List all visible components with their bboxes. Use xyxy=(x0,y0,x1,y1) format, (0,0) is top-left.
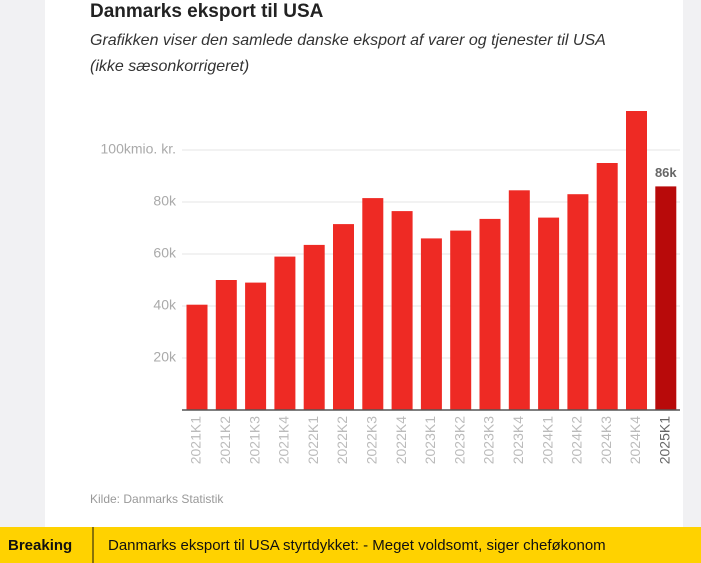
bar xyxy=(274,256,296,410)
bar xyxy=(303,244,325,410)
x-tick-label: 2023K3 xyxy=(481,416,497,464)
x-tick-label: 2024K1 xyxy=(539,416,555,464)
x-tick-label: 2022K3 xyxy=(364,416,380,464)
x-tick-label: 2023K4 xyxy=(510,416,526,464)
bar xyxy=(655,186,677,410)
x-tick-label: 2021K4 xyxy=(276,416,292,464)
bar xyxy=(479,218,501,410)
y-tick-label: 60k xyxy=(153,245,177,261)
breaking-headline[interactable]: Danmarks eksport til USA styrtdykket: - … xyxy=(108,537,606,554)
bar xyxy=(508,190,530,410)
subtitle: (ikke sæsonkorrigeret) xyxy=(90,58,249,75)
x-tick-label: 2024K4 xyxy=(627,416,643,464)
x-tick-label: 2023K2 xyxy=(451,416,467,464)
y-tick-label: 20k xyxy=(153,349,177,365)
bar xyxy=(567,194,589,410)
x-tick-label: 2022K2 xyxy=(334,416,350,464)
bar xyxy=(362,198,384,410)
bar xyxy=(391,211,413,410)
x-tick-label: 2022K4 xyxy=(393,416,409,464)
x-tick-label: 2021K2 xyxy=(217,416,233,464)
left-strip xyxy=(0,0,45,527)
x-tick-label: 2021K3 xyxy=(246,416,262,464)
x-tick-label: 2024K3 xyxy=(598,416,614,464)
chart-title: Danmarks eksport til USA xyxy=(90,1,324,22)
subtitle: Grafikken viser den samlede danske ekspo… xyxy=(90,32,606,49)
bar xyxy=(333,224,354,410)
right-strip xyxy=(683,0,701,527)
data-label: 86k xyxy=(655,165,677,180)
bar xyxy=(215,280,237,410)
bar xyxy=(596,163,618,410)
breaking-label: Breaking xyxy=(8,537,72,554)
bar xyxy=(186,304,208,410)
x-tick-label: 2025K1 xyxy=(657,416,673,464)
x-tick-label: 2022K1 xyxy=(305,416,321,464)
y-tick-label: 40k xyxy=(153,297,177,313)
bar xyxy=(626,111,647,410)
x-tick-label: 2023K1 xyxy=(422,416,438,464)
source: Kilde: Danmarks Statistik xyxy=(90,492,224,506)
breaking-bar[interactable] xyxy=(0,527,701,563)
plot: 20k 40k 60k 80k 100kmio. kr. 2021K1 2021K2 2021… xyxy=(101,111,680,464)
y-tick-label: 100kmio. kr. xyxy=(101,141,176,157)
bar xyxy=(420,238,442,410)
bar xyxy=(245,282,267,410)
x-tick-label: 2021K1 xyxy=(188,416,204,464)
y-tick-label: 80k xyxy=(153,193,177,209)
bar xyxy=(538,217,560,410)
bar xyxy=(450,230,472,410)
x-tick-label: 2024K2 xyxy=(569,416,585,464)
